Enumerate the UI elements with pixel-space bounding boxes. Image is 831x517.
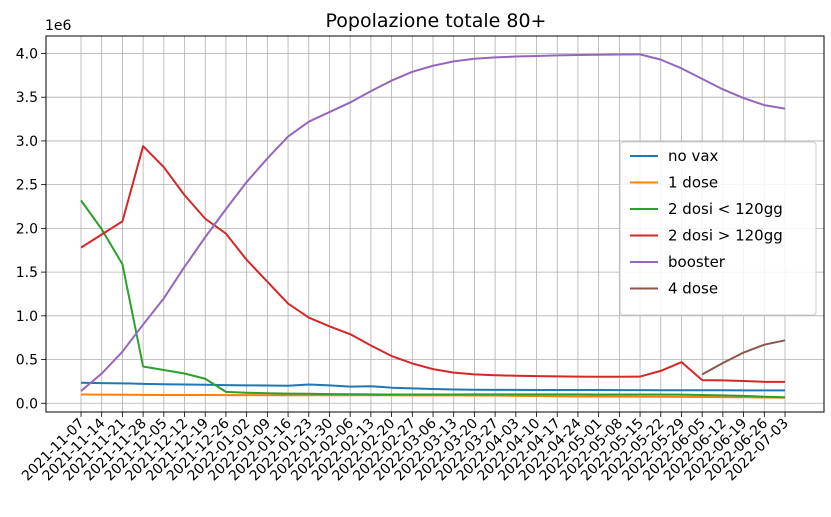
series-line-2-dosi-120gg: [80, 199, 786, 399]
series-line-4-dose: [701, 339, 786, 376]
y-tick-label: 4.0: [16, 46, 38, 62]
plot-frame: [45, 35, 825, 413]
chart-title: Popolazione totale 80+: [326, 10, 547, 32]
series-line-booster: [80, 53, 786, 392]
series-lines: [80, 53, 786, 399]
legend-label: 2 dosi > 120gg: [668, 227, 783, 245]
legend-label: no vax: [668, 147, 719, 165]
y-exponent-label: 1e6: [45, 18, 72, 34]
legend-box: [619, 141, 817, 316]
y-tick-label: 1.0: [16, 309, 38, 325]
y-tick-label: 0.5: [16, 353, 38, 369]
series-line-2-dosi-120gg: [80, 145, 785, 383]
legend-label: booster: [668, 253, 726, 271]
y-tick-label: 1.5: [16, 265, 38, 281]
y-tick-label: 3.5: [16, 90, 38, 106]
y-tick-label: 2.5: [16, 178, 38, 194]
grid: [46, 36, 824, 412]
legend-label: 1 dose: [668, 174, 718, 192]
x-axis: 2021-11-072021-11-142021-11-212021-11-28…: [19, 412, 792, 484]
legend-label: 2 dosi < 120gg: [668, 200, 783, 218]
legend-label: 4 dose: [668, 280, 718, 298]
y-tick-label: 0.0: [16, 396, 38, 412]
legend: no vax 1 dose 2 dosi < 120gg 2 dosi > 120gg…: [619, 141, 817, 316]
y-tick-label: 3.0: [16, 134, 38, 150]
y-tick-label: 2.0: [16, 221, 38, 237]
series-line-no-vax: [80, 381, 785, 392]
y-axis: 0.0 0.5 1.0 1.5 2.0 2.5 3.0 3.5 4.0: [16, 46, 46, 412]
